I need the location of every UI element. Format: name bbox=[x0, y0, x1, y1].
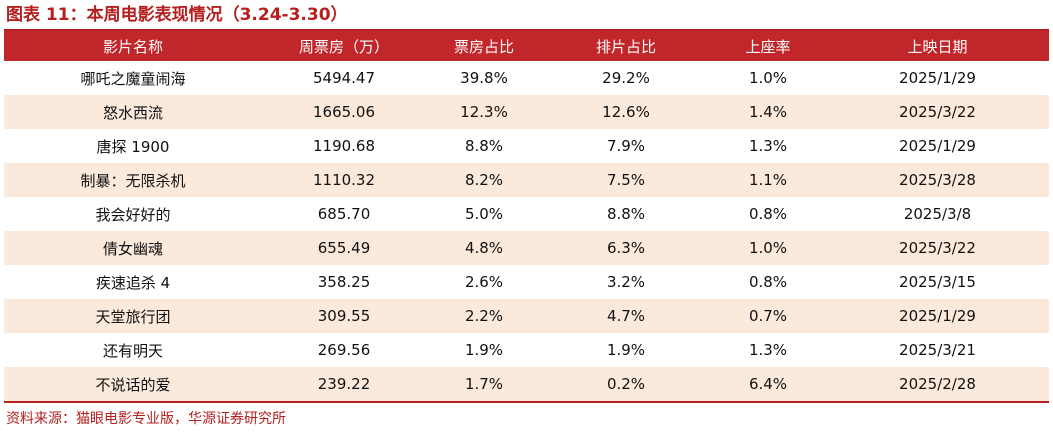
cell-box-office-share: 8.8% bbox=[464, 137, 504, 155]
header-box-office-share: 票房占比 bbox=[426, 31, 542, 61]
cell-occupancy-rate: 1.4% bbox=[710, 95, 826, 129]
table-row: 怒水西流 1665.06 12.3% 12.6% 1.4% 2025/3/22 bbox=[4, 95, 1049, 129]
cell-screening-share: 8.8% bbox=[606, 205, 646, 223]
title-divider bbox=[4, 29, 1049, 31]
cell-release-date: 2025/3/21 bbox=[899, 341, 976, 359]
cell-box-office-share: 39.8% bbox=[460, 69, 508, 87]
cell-weekly-box-office: 1190.68 bbox=[312, 137, 376, 155]
cell-screening-share: 3.2% bbox=[606, 273, 646, 291]
cell-film-name: 我会好好的 bbox=[95, 205, 171, 224]
cell-weekly-box-office: 5494.47 bbox=[312, 69, 376, 87]
cell-film-name: 唐探 1900 bbox=[96, 137, 170, 156]
table-row: 疾速追杀 4 358.25 2.6% 3.2% 0.8% 2025/3/15 bbox=[4, 265, 1049, 299]
cell-screening-share: 1.9% bbox=[606, 341, 646, 359]
cell-box-office-share: 1.7% bbox=[426, 367, 542, 401]
table-row: 倩女幽魂 655.49 4.8% 6.3% 1.0% 2025/3/22 bbox=[4, 231, 1049, 265]
table-row: 哪吒之魔童闹海 5494.47 39.8% 29.2% 1.0% 2025/1/… bbox=[4, 61, 1049, 95]
cell-occupancy-rate: 0.8% bbox=[748, 273, 788, 291]
cell-box-office-share: 2.6% bbox=[464, 273, 504, 291]
cell-screening-share: 7.5% bbox=[542, 163, 710, 197]
cell-weekly-box-office: 269.56 bbox=[317, 341, 371, 359]
header-release-date: 上映日期 bbox=[826, 31, 1049, 61]
cell-screening-share: 29.2% bbox=[602, 69, 650, 87]
cell-screening-share: 0.2% bbox=[542, 367, 710, 401]
cell-occupancy-rate: 6.4% bbox=[710, 367, 826, 401]
table-header-row: 影片名称 周票房（万） 票房占比 排片占比 上座率 上映日期 bbox=[4, 31, 1049, 61]
cell-release-date: 2025/1/29 bbox=[899, 137, 976, 155]
cell-film-name: 还有明天 bbox=[102, 341, 163, 360]
cell-film-name: 哪吒之魔童闹海 bbox=[80, 69, 186, 88]
cell-box-office-share: 8.2% bbox=[426, 163, 542, 197]
cell-film-name: 倩女幽魂 bbox=[4, 231, 262, 265]
cell-release-date: 2025/3/28 bbox=[826, 163, 1049, 197]
table-row: 唐探 1900 1190.68 8.8% 7.9% 1.3% 2025/1/29 bbox=[4, 129, 1049, 163]
cell-occupancy-rate: 1.3% bbox=[748, 341, 788, 359]
cell-box-office-share: 5.0% bbox=[464, 205, 504, 223]
movie-performance-table: 影片名称 周票房（万） 票房占比 排片占比 上座率 上映日期 哪吒之魔童闹海 5… bbox=[4, 31, 1049, 401]
cell-occupancy-rate: 1.1% bbox=[710, 163, 826, 197]
cell-box-office-share: 2.2% bbox=[426, 299, 542, 333]
cell-film-name: 疾速追杀 4 bbox=[95, 273, 171, 292]
cell-release-date: 2025/3/15 bbox=[899, 273, 976, 291]
cell-occupancy-rate: 1.0% bbox=[710, 231, 826, 265]
cell-weekly-box-office: 358.25 bbox=[317, 273, 371, 291]
cell-weekly-box-office: 1110.32 bbox=[262, 163, 426, 197]
bottom-divider bbox=[4, 401, 1049, 403]
cell-occupancy-rate: 0.7% bbox=[710, 299, 826, 333]
cell-release-date: 2025/1/29 bbox=[899, 69, 976, 87]
cell-release-date: 2025/3/22 bbox=[826, 95, 1049, 129]
cell-release-date: 2025/3/8 bbox=[903, 205, 972, 223]
table-row: 不说话的爱 239.22 1.7% 0.2% 6.4% 2025/2/28 bbox=[4, 367, 1049, 401]
header-weekly-box-office: 周票房（万） bbox=[262, 31, 426, 61]
cell-occupancy-rate: 1.0% bbox=[748, 69, 788, 87]
cell-box-office-share: 1.9% bbox=[464, 341, 504, 359]
cell-release-date: 2025/3/22 bbox=[826, 231, 1049, 265]
cell-release-date: 2025/1/29 bbox=[826, 299, 1049, 333]
cell-film-name: 不说话的爱 bbox=[4, 367, 262, 401]
header-occupancy-rate: 上座率 bbox=[710, 31, 826, 61]
cell-box-office-share: 4.8% bbox=[426, 231, 542, 265]
cell-weekly-box-office: 655.49 bbox=[262, 231, 426, 265]
cell-film-name: 制暴：无限杀机 bbox=[4, 163, 262, 197]
cell-screening-share: 12.6% bbox=[542, 95, 710, 129]
source-note: 资料来源：猫眼电影专业版，华源证券研究所 bbox=[6, 411, 286, 427]
table-row: 制暴：无限杀机 1110.32 8.2% 7.5% 1.1% 2025/3/28 bbox=[4, 163, 1049, 197]
cell-weekly-box-office: 685.70 bbox=[317, 205, 371, 223]
figure-title: 图表 11：本周电影表现情况（3.24-3.30） bbox=[6, 5, 348, 25]
cell-screening-share: 6.3% bbox=[542, 231, 710, 265]
cell-screening-share: 4.7% bbox=[542, 299, 710, 333]
cell-release-date: 2025/2/28 bbox=[826, 367, 1049, 401]
table-row: 还有明天 269.56 1.9% 1.9% 1.3% 2025/3/21 bbox=[4, 333, 1049, 367]
cell-box-office-share: 12.3% bbox=[426, 95, 542, 129]
cell-occupancy-rate: 1.3% bbox=[748, 137, 788, 155]
cell-weekly-box-office: 309.55 bbox=[262, 299, 426, 333]
cell-screening-share: 7.9% bbox=[606, 137, 646, 155]
cell-weekly-box-office: 1665.06 bbox=[262, 95, 426, 129]
header-screening-share: 排片占比 bbox=[542, 31, 710, 61]
cell-weekly-box-office: 239.22 bbox=[262, 367, 426, 401]
cell-film-name: 天堂旅行团 bbox=[4, 299, 262, 333]
table-row: 天堂旅行团 309.55 2.2% 4.7% 0.7% 2025/1/29 bbox=[4, 299, 1049, 333]
cell-occupancy-rate: 0.8% bbox=[748, 205, 788, 223]
header-film-name: 影片名称 bbox=[4, 31, 262, 61]
cell-film-name: 怒水西流 bbox=[4, 95, 262, 129]
table-row: 我会好好的 685.70 5.0% 8.8% 0.8% 2025/3/8 bbox=[4, 197, 1049, 231]
